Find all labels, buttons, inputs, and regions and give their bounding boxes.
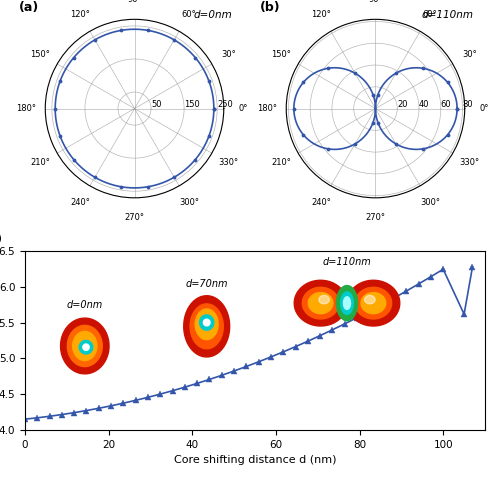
Text: d=0nm: d=0nm bbox=[194, 11, 232, 20]
Text: (b): (b) bbox=[260, 1, 280, 14]
Text: d=110nm: d=110nm bbox=[322, 257, 372, 268]
Text: (a): (a) bbox=[18, 1, 38, 14]
Text: d=0nm: d=0nm bbox=[66, 300, 103, 310]
Text: d=110nm: d=110nm bbox=[422, 11, 474, 20]
Text: (c): (c) bbox=[0, 233, 2, 246]
X-axis label: Core shifting distance d (nm): Core shifting distance d (nm) bbox=[174, 455, 336, 465]
Text: d=70nm: d=70nm bbox=[186, 279, 228, 289]
